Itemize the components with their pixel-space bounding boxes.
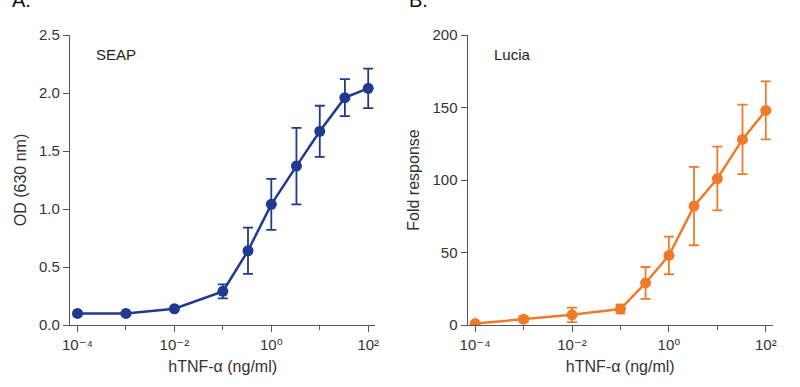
svg-text:Fold response: Fold response: [405, 129, 422, 230]
svg-text:OD (630 nm): OD (630 nm): [12, 134, 29, 226]
svg-text:Lucia: Lucia: [494, 46, 531, 63]
svg-text:10⁻²: 10⁻²: [557, 336, 587, 353]
svg-text:hTNF-α (ng/ml): hTNF-α (ng/ml): [168, 358, 277, 375]
svg-text:A.: A.: [12, 0, 31, 11]
svg-text:100: 100: [432, 171, 457, 188]
svg-text:SEAP: SEAP: [96, 46, 136, 63]
svg-text:150: 150: [432, 99, 457, 116]
svg-text:200: 200: [432, 26, 457, 43]
svg-text:0: 0: [449, 316, 457, 333]
svg-text:10²: 10²: [357, 336, 379, 353]
svg-text:1.0: 1.0: [39, 200, 60, 217]
svg-text:10⁰: 10⁰: [260, 336, 283, 353]
svg-text:0.0: 0.0: [39, 316, 60, 333]
svg-text:10⁰: 10⁰: [658, 336, 681, 353]
svg-text:10⁻⁴: 10⁻⁴: [62, 336, 93, 353]
svg-text:10⁻²: 10⁻²: [160, 336, 190, 353]
svg-text:1.5: 1.5: [39, 142, 60, 159]
svg-text:0.5: 0.5: [39, 258, 60, 275]
svg-text:2.5: 2.5: [39, 26, 60, 43]
svg-text:2.0: 2.0: [39, 84, 60, 101]
svg-text:50: 50: [441, 244, 458, 261]
svg-text:10⁻⁴: 10⁻⁴: [460, 336, 491, 353]
svg-text:B.: B.: [409, 0, 428, 11]
svg-text:hTNF-α (ng/ml): hTNF-α (ng/ml): [566, 358, 675, 375]
svg-text:10²: 10²: [755, 336, 777, 353]
